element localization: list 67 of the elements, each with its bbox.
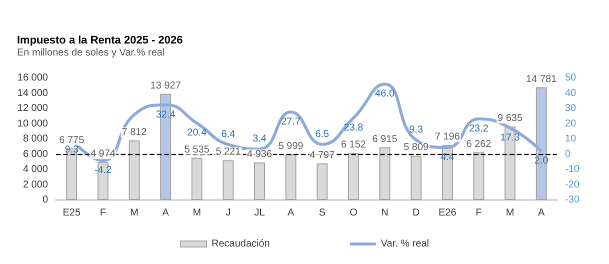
data-label: 23.2 — [468, 123, 489, 134]
x-tick-label: A — [162, 208, 170, 218]
x-tick-label: O — [350, 208, 358, 218]
data-label: 4 974 — [90, 148, 116, 160]
x-tick-label: J — [226, 208, 231, 218]
bar — [536, 87, 547, 200]
y-tick-label: 10 000 — [17, 118, 48, 130]
y2-tick-label: 30 — [565, 103, 577, 114]
y-tick-label: 8 000 — [22, 134, 48, 144]
x-tick-label: N — [381, 208, 388, 218]
data-label: 5 809 — [404, 142, 430, 154]
data-label: 20.4 — [187, 128, 208, 139]
y-tick-label: 14 000 — [17, 88, 48, 99]
data-label: 7 812 — [122, 126, 148, 138]
data-label: 6 152 — [340, 140, 366, 151]
data-label: 6.5 — [315, 128, 330, 140]
y2-tick-label: -30 — [565, 194, 580, 206]
data-label: 3.4 — [252, 134, 267, 145]
x-tick-label: M — [506, 208, 514, 218]
data-label: 4.4 — [440, 152, 455, 164]
y2-tick-label: 20 — [565, 118, 577, 130]
data-label: 6.4 — [221, 128, 236, 140]
y-tick-label: 2 000 — [22, 179, 48, 190]
data-label: 4 797 — [310, 150, 336, 161]
x-tick-label: D — [412, 208, 420, 218]
x-tick-label: M — [192, 208, 202, 218]
y-tick-label: 6 000 — [22, 148, 48, 160]
x-tick-label: A — [538, 208, 546, 218]
x-tick-label: JL — [254, 208, 266, 218]
data-label: 9.3 — [64, 144, 80, 156]
x-tick-label: S — [318, 208, 326, 218]
data-label: 14 781 — [526, 74, 558, 85]
x-tick-label: M — [130, 208, 138, 218]
y-tick-label: 16 000 — [17, 72, 48, 84]
y2-tick-label: -20 — [565, 179, 580, 190]
data-label: 7 196 — [434, 132, 460, 143]
x-tick-label: A — [288, 208, 295, 218]
x-tick-label: F — [476, 208, 482, 218]
data-label: 5 221 — [216, 146, 242, 158]
data-label: 27.7 — [281, 116, 302, 128]
data-label: 23.8 — [344, 122, 364, 134]
data-label: 46.0 — [375, 88, 395, 100]
y-tick-label: 12 000 — [17, 103, 48, 114]
data-label: 9 635 — [498, 113, 523, 124]
x-tick-label: E26 — [438, 208, 457, 218]
y2-tick-label: 40 — [565, 88, 577, 99]
data-label: 6 915 — [372, 134, 398, 145]
x-tick-label: E25 — [62, 208, 81, 218]
data-label: 6 262 — [466, 138, 492, 150]
y-tick-label: 0 — [42, 194, 48, 206]
x-tick-label: F — [100, 208, 106, 218]
chart-subtitle: En millones de soles y Var.% real — [17, 48, 165, 58]
data-label: 9.3 — [409, 124, 424, 136]
y2-tick-label: 50 — [565, 72, 577, 84]
data-label: 13 927 — [150, 80, 182, 92]
data-label: 17.3 — [500, 132, 520, 144]
y2-tick-label: 0 — [565, 148, 571, 160]
data-label: 5 999 — [278, 140, 304, 152]
y2-tick-label: 10 — [565, 134, 577, 144]
y2-tick-label: -10 — [565, 164, 580, 175]
data-label: -4.2 — [94, 165, 112, 176]
chart-title: Impuesto a la Renta 2025 - 2026 — [17, 34, 183, 46]
legend-label: Var. % real — [380, 238, 430, 250]
legend-label: Recaudación — [211, 238, 270, 250]
data-label: 5 535 — [184, 144, 210, 156]
data-label: 4 936 — [247, 148, 272, 160]
y-tick-label: 4 000 — [22, 164, 48, 175]
